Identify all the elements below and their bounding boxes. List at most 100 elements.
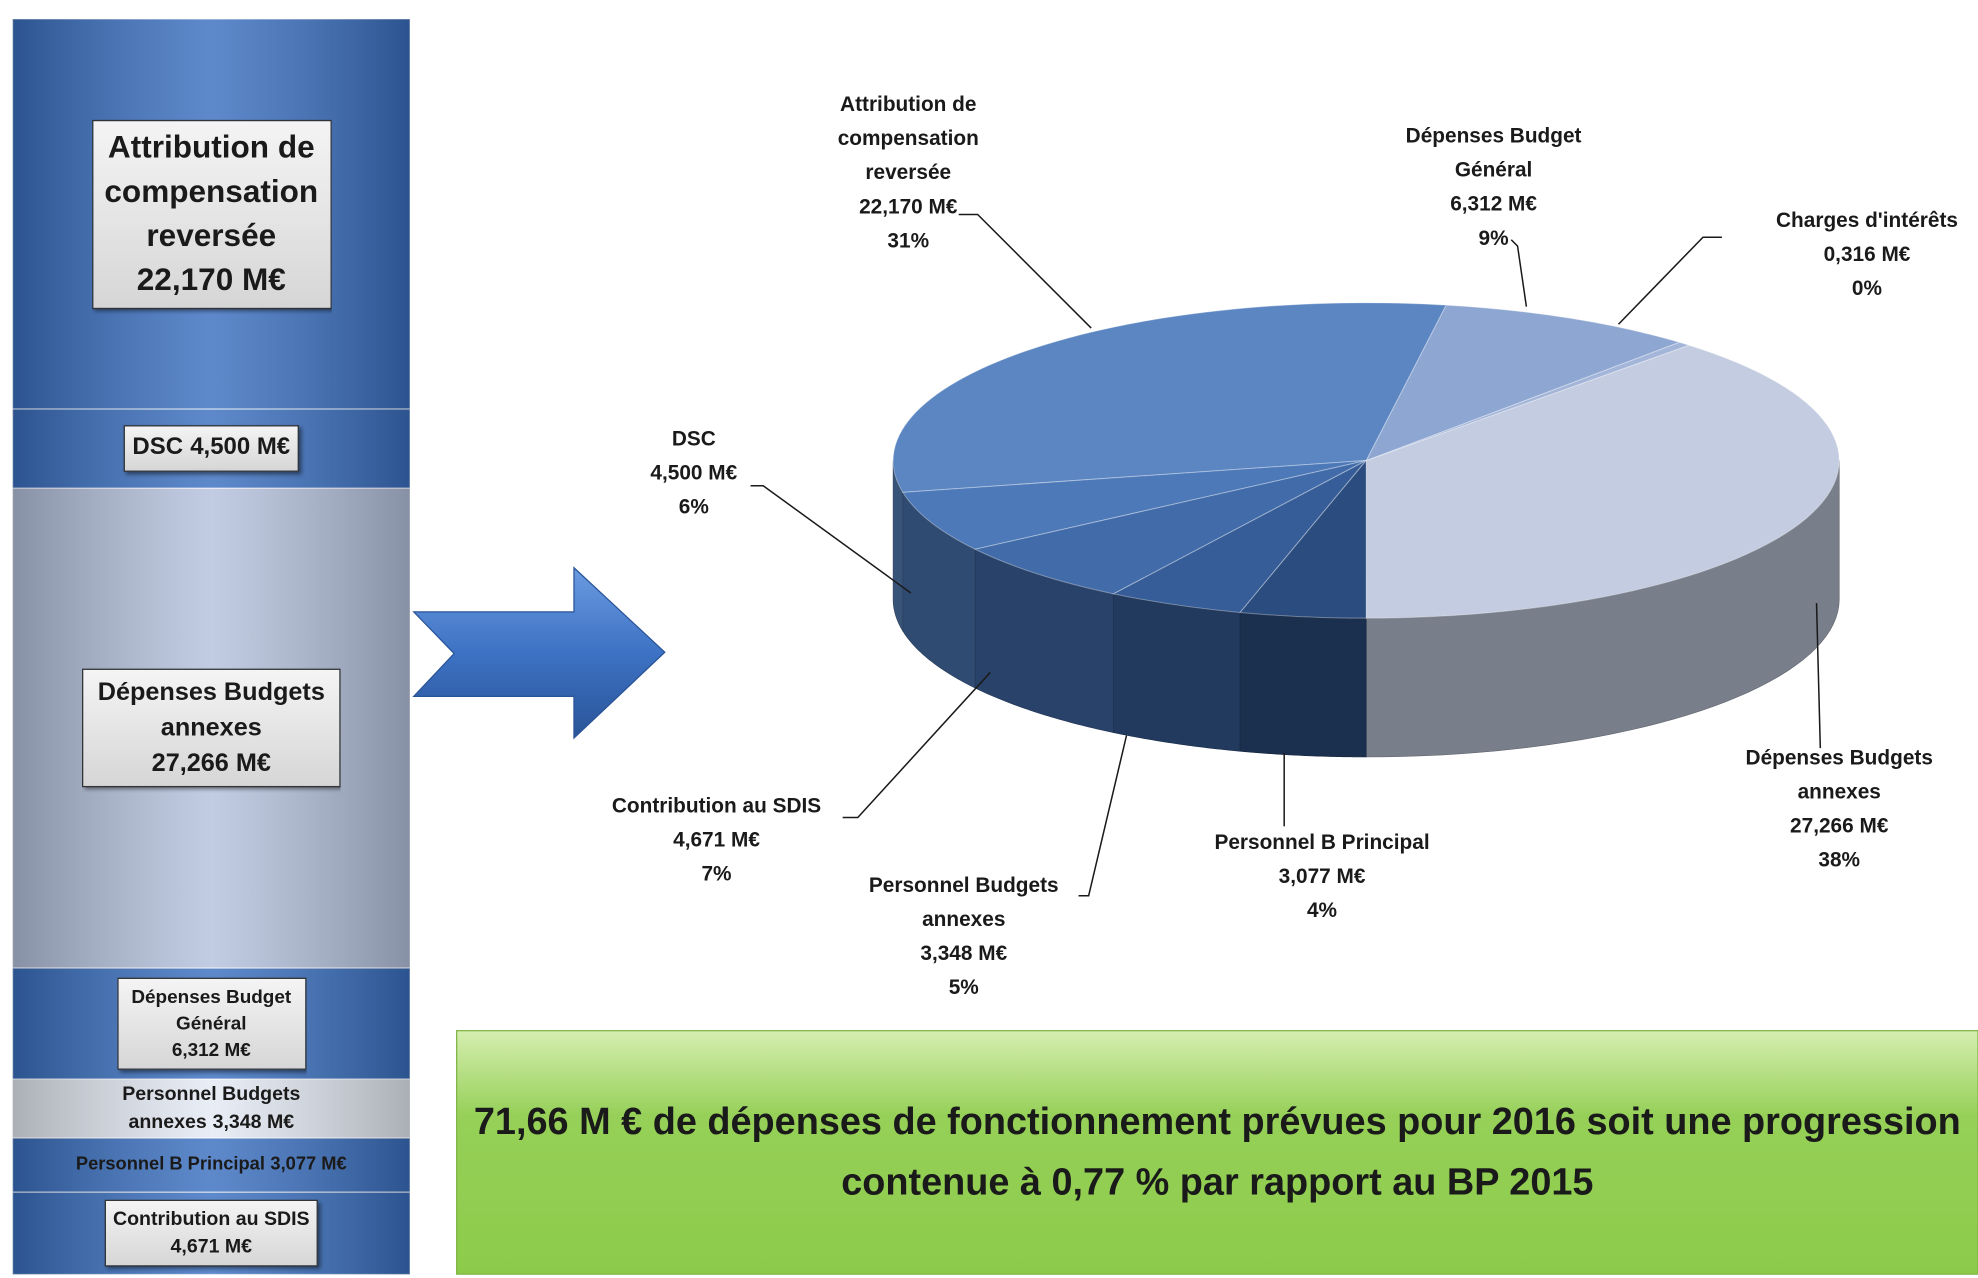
bar-label-holder: Dépenses Budgets annexes 27,266 M€: [81, 488, 341, 968]
pie-label-holder: Personnel B Principal 3,077 M€ 4%: [1183, 826, 1461, 928]
pie-label-holder: Contribution au SDIS 4,671 M€ 7%: [578, 790, 856, 892]
pie-value-label: 3,348 M€: [920, 942, 1008, 966]
pie-label-holder: DSC 4,500 M€ 6%: [618, 423, 769, 525]
note-cell: 71,66 M € de dépenses de fonctionnement …: [469, 1031, 1965, 1274]
pie-share-label: 4%: [1306, 899, 1338, 923]
pie-share-label: 31%: [887, 229, 930, 253]
bar-category: Personnel Budgets annexes: [122, 1083, 301, 1133]
pie-category: Charges d'intérêts: [1776, 209, 1958, 233]
pie-value-label: 3,077 M€: [1278, 865, 1366, 889]
bar-label-cell: DSC 4,500 M€: [104, 409, 318, 488]
bar-label-holder: DSC 4,500 M€: [104, 409, 318, 488]
pie-share-label: 38%: [1818, 849, 1861, 872]
pie-slice: [892, 302, 1447, 493]
bar-category: Personnel B Principal: [75, 1154, 265, 1176]
arrow: [412, 566, 666, 740]
bar-label: Dépenses Budgets annexes 27,266 M€: [81, 668, 341, 788]
bar-label: Personnel B Principal 3,077 M€: [76, 1152, 347, 1178]
pie-slice: [1112, 460, 1367, 614]
bar-shine: [12, 1079, 410, 1139]
slice-side: [1239, 612, 1367, 758]
pie-share-label: 6%: [678, 495, 709, 519]
bar-label-cell: Contribution au SDIS 4,671 M€: [91, 1192, 331, 1274]
pie-slice: [902, 459, 1367, 550]
bar-value-label: 6,312 M€: [171, 1039, 251, 1061]
pie-category: Personnel B Principal: [1214, 831, 1430, 855]
bar-label-holder: Contribution au SDIS 4,671 M€: [91, 1192, 331, 1274]
leader-line: [958, 213, 1092, 329]
bar-label: DSC 4,500 M€: [123, 425, 299, 472]
leader-line: [750, 484, 912, 594]
bar-label-holder: Attribution de compensation reversée 22,1…: [91, 19, 332, 409]
bar-label-holder: Dépenses Budget Général 6,312 M€: [116, 968, 306, 1079]
pie-category: Personnel Budgets annexes: [868, 874, 1059, 932]
leader-line: [1510, 239, 1528, 307]
pie-slice: [973, 460, 1367, 595]
pie-label: Personnel B Principal 3,077 M€ 4%: [1183, 826, 1461, 928]
pie-slice: [1365, 304, 1681, 462]
bar-value-label: 22,170 M€: [136, 261, 286, 298]
pie-label: Personnel Budgets annexes 3,348 M€ 5%: [847, 869, 1080, 1005]
pie-category: DSC: [671, 427, 716, 451]
pie-label: Dépenses Budget Général 6,312 M€ 9%: [1383, 120, 1604, 256]
pie-slice: [1365, 344, 1840, 619]
leader-line: [1815, 603, 1822, 749]
bar-value-label: 3,348 M€: [212, 1111, 295, 1133]
bar-label-cell: Dépenses Budget Général 6,312 M€: [116, 968, 306, 1079]
bar-category: Dépenses Budget Général: [131, 986, 292, 1035]
pie-label-holder: Attribution de compensation reversée 22,1…: [807, 88, 1009, 258]
bar-value-label: 4,500 M€: [190, 434, 291, 461]
leader-line: [1617, 236, 1722, 325]
pie-label-holder: Personnel Budgets annexes 3,348 M€ 5%: [847, 869, 1080, 1005]
bar-label-holder: Personnel Budgets annexes 3,348 M€: [79, 1079, 344, 1138]
leader-line: [842, 671, 991, 819]
pie-share-label: 0%: [1851, 277, 1883, 301]
pie-value-label: 22,170 M€: [859, 195, 958, 219]
bar-value-label: 27,266 M€: [151, 749, 271, 778]
pie-slice: [1366, 341, 1691, 461]
pie-share-label: 9%: [1478, 227, 1509, 250]
pie-category: Dépenses Budget Général: [1405, 124, 1582, 182]
bar-value-label: 4,671 M€: [170, 1235, 253, 1258]
bar-label: Personnel Budgets annexes 3,348 M€: [79, 1081, 344, 1136]
bar-label-cell: Dépenses Budgets annexes 27,266 M€: [81, 488, 341, 968]
leader-line: [1078, 735, 1128, 897]
bar-label: Attribution de compensation reversée 22,1…: [91, 119, 332, 309]
pie-category: Dépenses Budgets annexes: [1745, 746, 1933, 804]
bar-shine: [12, 1138, 410, 1193]
pie-value-label: 27,266 M€: [1790, 814, 1889, 838]
note-holder: 71,66 M € de dépenses de fonctionnement …: [469, 1031, 1965, 1274]
pie-category: Attribution de compensation reversée: [837, 93, 979, 185]
pie-label: Charges d'intérêts 0,316 M€ 0%: [1747, 204, 1978, 306]
pie-share-label: 7%: [701, 862, 732, 886]
bar-category: Attribution de compensation reversée: [104, 129, 319, 254]
bar-value-label: 3,077 M€: [270, 1154, 347, 1176]
pie-label-holder: Dépenses Budgets annexes 27,266 M€ 38%: [1719, 742, 1959, 878]
pie-slice: [1239, 459, 1367, 619]
pie-value-label: 0,316 M€: [1823, 243, 1911, 267]
pie-share-label: 5%: [948, 976, 979, 1000]
pie-label: Contribution au SDIS 4,671 M€ 7%: [578, 790, 856, 892]
bar-category: Contribution au SDIS: [112, 1208, 310, 1230]
pie-label: Attribution de compensation reversée 22,1…: [807, 88, 1009, 258]
note-box: [456, 1030, 1978, 1275]
bar-label-holder: Personnel B Principal 3,077 M€: [16, 1138, 407, 1192]
slice-side: [1113, 593, 1241, 752]
pie-label-holder: Dépenses Budget Général 6,312 M€ 9%: [1383, 120, 1604, 256]
pie-value-label: 4,500 M€: [650, 461, 738, 485]
bar-category: Dépenses Budgets annexes: [97, 678, 325, 743]
bar-category: DSC: [132, 434, 184, 461]
bar-label: Contribution au SDIS 4,671 M€: [104, 1199, 319, 1268]
bar-label-cell: Personnel Budgets annexes 3,348 M€: [79, 1079, 344, 1138]
pie-value-label: 4,671 M€: [673, 828, 760, 852]
pie-label-holder: Charges d'intérêts 0,316 M€ 0%: [1747, 204, 1978, 306]
pie-label: Dépenses Budgets annexes 27,266 M€ 38%: [1719, 742, 1959, 878]
pie-value-label: 6,312 M€: [1450, 193, 1537, 216]
bar-label-cell: Personnel B Principal 3,077 M€: [16, 1138, 407, 1192]
pie-category: Contribution au SDIS: [611, 794, 822, 818]
annotation: 71,66 M € de dépenses de fonctionnement …: [473, 1100, 1961, 1203]
bar-label: Dépenses Budget Général 6,312 M€: [116, 977, 306, 1070]
pie-label: DSC 4,500 M€ 6%: [618, 423, 769, 525]
bar-label-cell: Attribution de compensation reversée 22,1…: [91, 19, 332, 409]
